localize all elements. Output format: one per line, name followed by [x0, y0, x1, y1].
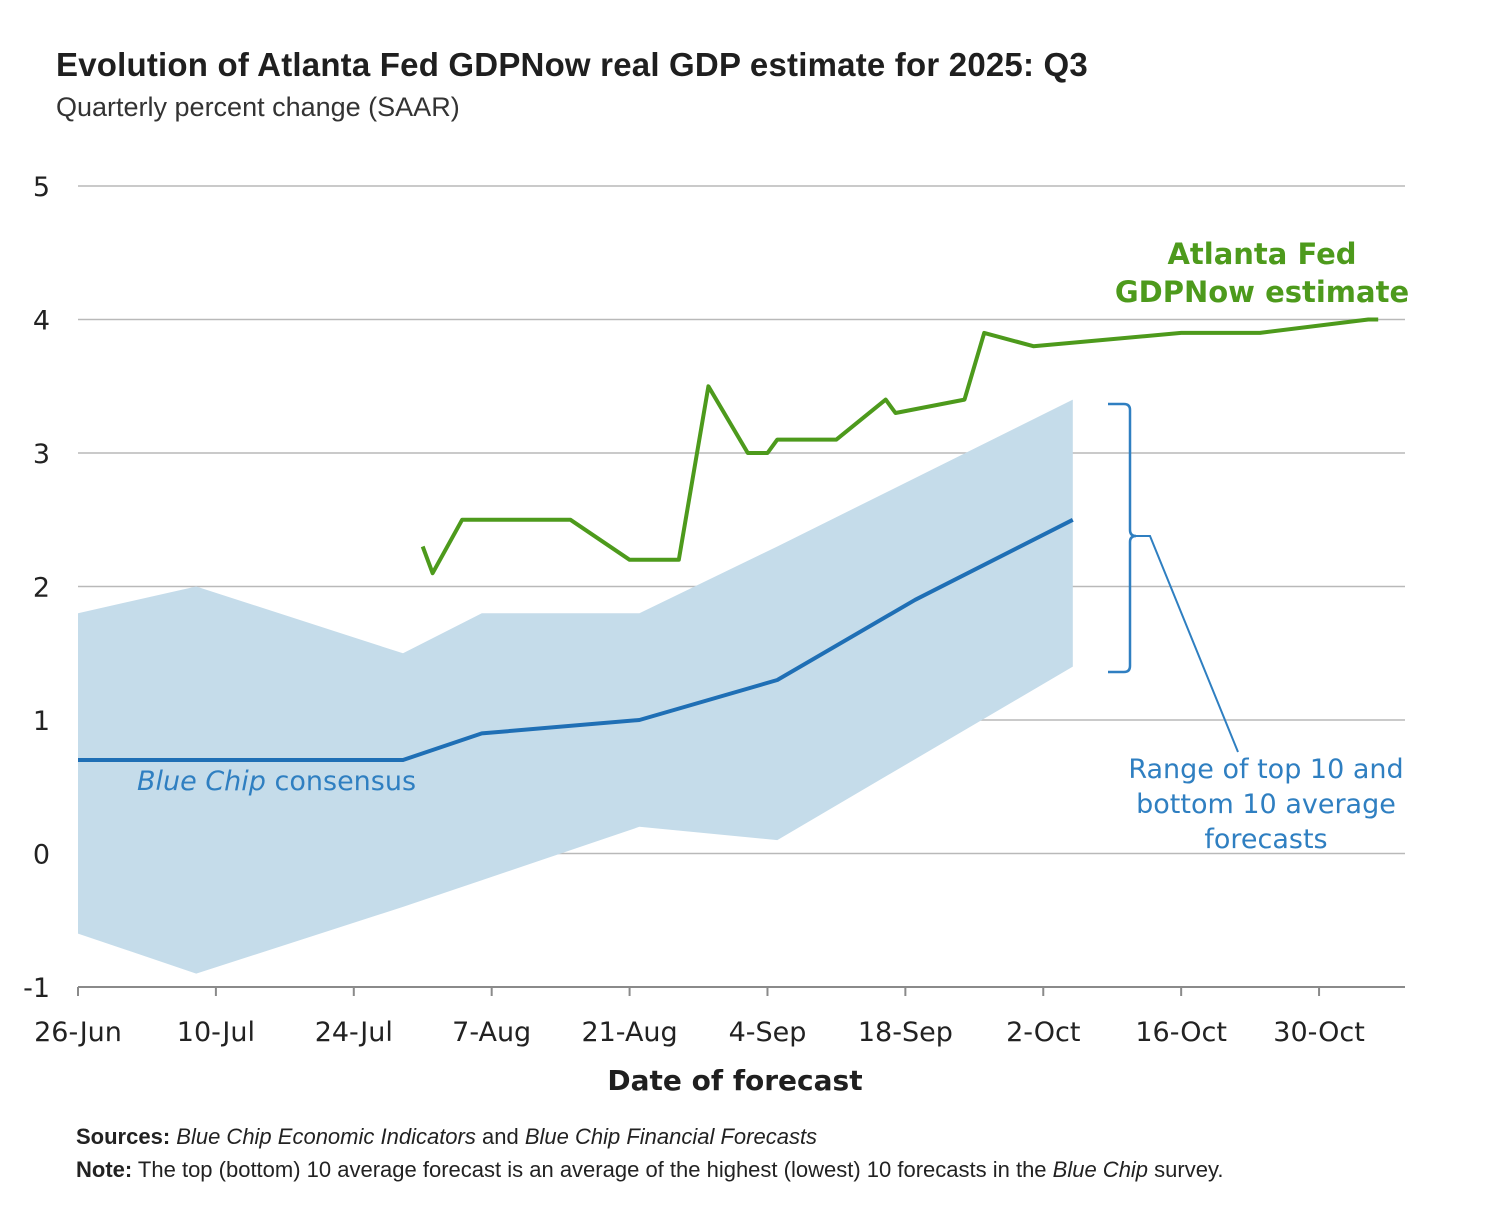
x-tick-label: 16-Oct [1135, 1017, 1227, 1048]
note-line: Note: The top (bottom) 10 average foreca… [76, 1153, 1223, 1186]
blue-chip-label-italic: Blue Chip [137, 766, 266, 797]
note-text-2: survey. [1148, 1157, 1224, 1182]
chart-notes: Sources: Blue Chip Economic Indicators a… [76, 1120, 1223, 1186]
x-tick-label: 4-Sep [729, 1017, 807, 1048]
forecast-range-band [78, 399, 1073, 974]
x-tick-label: 18-Sep [858, 1017, 953, 1048]
range-label-line-3: forecasts [1204, 824, 1327, 855]
note-text-1: The top (bottom) 10 average forecast is … [132, 1157, 1053, 1182]
range-label-line-1: Range of top 10 and [1128, 754, 1403, 785]
sources-line: Sources: Blue Chip Economic Indicators a… [76, 1120, 1223, 1153]
x-tick-label: 24-Jul [315, 1017, 393, 1048]
chart-title: Evolution of Atlanta Fed GDPNow real GDP… [56, 46, 1088, 83]
sources-label: Sources: [76, 1124, 171, 1149]
blue-chip-consensus-line [78, 518, 1074, 762]
blue-chip-label-rest: consensus [266, 766, 416, 797]
y-tick-label: 0 [33, 840, 50, 871]
x-tick-label: 30-Oct [1273, 1017, 1365, 1048]
sources-part-2: Blue Chip Financial Forecasts [524, 1124, 818, 1149]
y-tick-label: 3 [33, 439, 50, 470]
gdpnow-label-line-2: GDPNow estimate [1115, 275, 1409, 309]
sources-and: and [475, 1124, 525, 1149]
range-pointer-line [1136, 535, 1239, 753]
y-tick-label: 2 [33, 573, 50, 604]
y-tick-label: 5 [33, 172, 50, 203]
x-axis-label: Date of forecast [607, 1064, 862, 1097]
note-label: Note: [76, 1157, 133, 1182]
x-tick-label: 26-Jun [34, 1017, 122, 1048]
range-label-line-2: bottom 10 average [1136, 789, 1396, 820]
x-tick-label: 10-Jul [177, 1017, 255, 1048]
y-tick-label: 4 [33, 306, 50, 337]
y-tick-label: -1 [23, 973, 50, 1004]
note-italic: Blue Chip [1052, 1157, 1149, 1182]
range-bracket [1108, 402, 1137, 674]
y-axis-ticks: 5 4 3 2 1 0 -1 [23, 172, 50, 1004]
gdpnow-estimate-line [420, 317, 1379, 576]
blue-chip-label: Blue Chip consensus [137, 766, 416, 797]
x-axis-ticks: 26-Jun 10-Jul 24-Jul 7-Aug 21-Aug 4-Sep 18-Sep… [34, 987, 1365, 1048]
chart-subtitle: Quarterly percent change (SAAR) [56, 92, 460, 122]
y-tick-label: 1 [33, 706, 50, 737]
x-tick-label: 21-Aug [581, 1017, 677, 1048]
x-tick-label: 2-Oct [1006, 1017, 1080, 1048]
sources-part-1: Blue Chip Economic Indicators [176, 1124, 476, 1149]
gdpnow-label-line-1: Atlanta Fed [1167, 237, 1356, 271]
x-tick-label: 7-Aug [452, 1017, 531, 1048]
